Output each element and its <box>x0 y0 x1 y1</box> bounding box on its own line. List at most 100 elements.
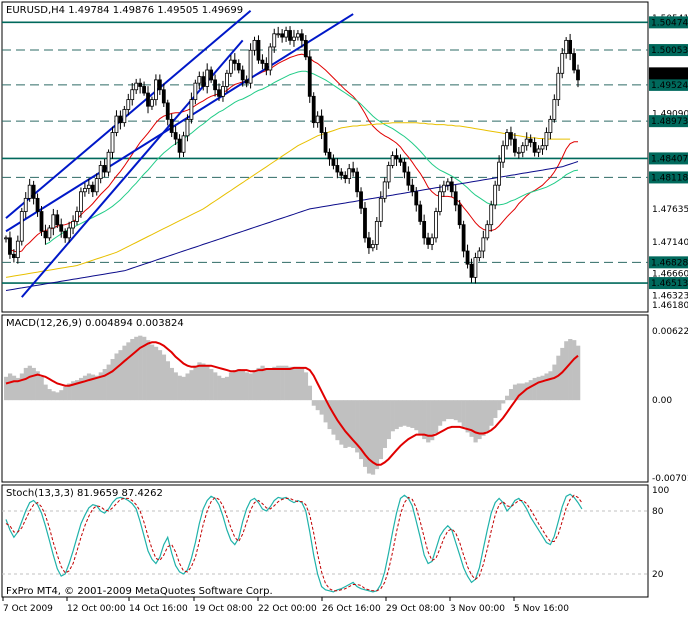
macd-bar <box>512 384 518 401</box>
candle-body <box>134 82 139 91</box>
price-panel[interactable]: EURUSD,H4 1.49784 1.49876 1.49505 1.4969… <box>1 1 688 313</box>
macd-bar <box>441 400 447 422</box>
macd-bar <box>161 354 167 401</box>
candle <box>528 134 533 148</box>
candle-body <box>481 237 486 252</box>
candle <box>441 180 446 197</box>
candle <box>449 176 454 197</box>
macd-bar <box>98 372 103 401</box>
candle <box>177 134 182 158</box>
time-tick-label: 19 Oct 08:00 <box>194 604 253 614</box>
macd-panel[interactable]: MACD(12,26,9) 0.004894 0.003824 0.006222… <box>1 314 688 484</box>
channel-line-2 <box>5 13 354 233</box>
candle-body <box>343 174 348 180</box>
candle-body <box>181 135 186 153</box>
level-label-box <box>649 16 688 29</box>
candle <box>414 187 419 212</box>
moving-average-3 <box>5 161 579 291</box>
candle <box>181 131 186 158</box>
time-tick-label: 3 Nov 00:00 <box>450 604 505 614</box>
macd-bar <box>501 400 506 404</box>
candle-body <box>232 59 237 64</box>
candle-body <box>520 145 525 153</box>
current-price-text: 1.49699 <box>651 69 688 79</box>
macd-bar <box>398 400 403 427</box>
macd-bar <box>374 400 380 470</box>
candle <box>367 231 371 254</box>
candle <box>323 127 328 156</box>
candle-body <box>532 142 537 153</box>
candle-body <box>280 33 285 38</box>
candle-body <box>457 204 462 226</box>
macd-bar <box>276 365 281 401</box>
candle <box>556 66 561 106</box>
candle-body <box>264 63 269 71</box>
candle <box>43 224 48 245</box>
macd-bar <box>118 350 123 401</box>
macd-bar <box>157 350 163 401</box>
candle-body <box>501 145 505 163</box>
candle <box>39 205 44 236</box>
macd-bar <box>359 400 364 460</box>
candle <box>248 43 253 89</box>
candle <box>311 92 316 128</box>
candle <box>63 228 68 243</box>
stochastic-panel[interactable]: Stoch(13,3,3) 81.9659 87.4262 FxPro MT4,… <box>1 484 669 598</box>
time-tick-label: 12 Oct 00:00 <box>67 604 126 614</box>
macd-bar <box>497 400 502 411</box>
candle <box>19 207 24 246</box>
candle-body <box>110 132 115 153</box>
macd-bar <box>169 367 174 401</box>
macd-bar <box>35 371 40 401</box>
macd-bar <box>382 400 387 448</box>
candle-body <box>453 191 458 206</box>
candle <box>347 163 352 184</box>
candle <box>524 132 529 151</box>
macd-bar <box>323 400 328 423</box>
candle-body <box>394 155 399 160</box>
time-tick-label: 5 Nov 16:00 <box>514 604 569 614</box>
candle <box>307 50 312 103</box>
candle <box>232 53 237 71</box>
candle-body <box>303 39 308 58</box>
macd-bar <box>485 400 490 432</box>
macd-bar <box>469 400 474 437</box>
candle <box>256 35 261 64</box>
candle-body <box>576 69 580 81</box>
candle-body <box>142 86 146 94</box>
candle-body <box>228 59 233 74</box>
macd-bar <box>165 361 171 401</box>
macd-bar <box>31 367 36 401</box>
candle-body <box>130 89 135 101</box>
candle-body <box>430 237 434 245</box>
candle <box>457 199 462 229</box>
macd-bar <box>193 365 198 401</box>
candle-body <box>19 211 24 242</box>
macd-bar <box>516 383 522 401</box>
macd-bar <box>244 372 249 401</box>
macd-bar <box>90 374 96 401</box>
macd-axis: 0.006222 0.00 -0.00701 <box>652 327 688 484</box>
macd-bar <box>386 400 391 440</box>
candle-body <box>386 165 391 183</box>
candle-body <box>63 230 68 239</box>
candle <box>331 154 336 170</box>
level-label-text: 1.50474 <box>651 18 688 28</box>
candle <box>434 207 438 243</box>
macd-bar <box>122 345 127 401</box>
macd-bar <box>213 372 218 401</box>
macd-bar <box>426 400 431 443</box>
macd-bar <box>75 380 80 401</box>
candle-body <box>485 224 490 239</box>
horizontal-levels <box>2 21 648 284</box>
macd-bar <box>236 369 242 401</box>
stochastic-panel-frame <box>1 484 649 598</box>
candle <box>319 109 324 140</box>
macd-bar <box>228 372 234 401</box>
candle <box>228 55 233 78</box>
macd-bar <box>473 400 478 443</box>
candle-body <box>445 181 450 186</box>
macd-bar <box>572 340 577 401</box>
candle <box>122 105 127 127</box>
